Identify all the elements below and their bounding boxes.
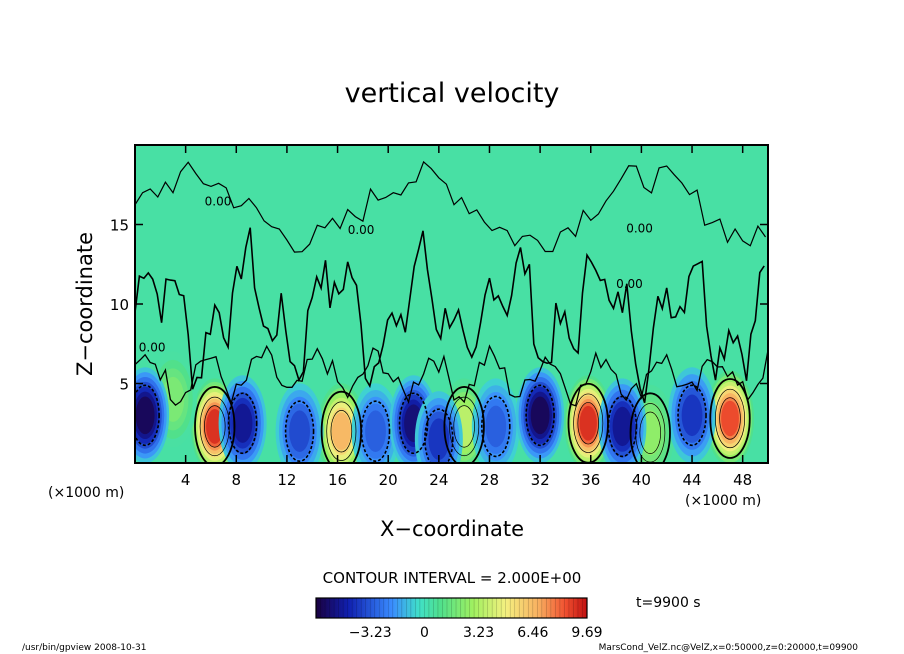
x-tick-label: 48 xyxy=(733,471,752,489)
y-axis-label: Z−coordinate xyxy=(73,232,97,376)
x-tick-label: 20 xyxy=(379,471,398,489)
contour-ellipse xyxy=(719,397,741,440)
field-level xyxy=(530,396,550,435)
contour-ellipse xyxy=(577,402,599,445)
field-level xyxy=(485,405,507,448)
colorbar-tick-label: 6.46 xyxy=(517,625,548,641)
x-tick-label: 16 xyxy=(328,471,347,489)
downdraft-cell xyxy=(471,378,520,463)
contour-zero-labels: 0.00 0.00 0.00 0.00 0.00 xyxy=(139,194,653,354)
field-level xyxy=(681,394,703,437)
field-level xyxy=(232,403,253,443)
zero-contour-line xyxy=(135,227,765,404)
downdraft-cell xyxy=(275,383,324,463)
x-unit-right: (×1000 m) xyxy=(685,493,761,509)
x-tick-label: 44 xyxy=(682,471,701,489)
footer-left: /usr/bin/gpview 2008-10-31 xyxy=(22,643,146,653)
colorbar-stripes xyxy=(320,598,583,618)
contour-ellipse xyxy=(573,393,604,453)
x-tick-label: 8 xyxy=(232,471,242,489)
contour-zero-label: 0.00 xyxy=(626,221,653,235)
y-tick-label: 5 xyxy=(119,376,129,394)
updraft-cell xyxy=(317,383,366,463)
velocity-field xyxy=(135,351,755,463)
x-axis: 4 8 12 16 20 24 28 32 36 40 44 48 xyxy=(181,145,752,489)
colorbar-tick-label: 0 xyxy=(420,625,429,641)
contour-interval-label: CONTOUR INTERVAL = 2.000E+00 xyxy=(323,569,582,587)
x-tick-label: 32 xyxy=(531,471,550,489)
field-level xyxy=(135,396,155,435)
contour-ellipse-negative xyxy=(360,400,391,463)
field-level xyxy=(289,410,310,453)
contour-ellipse xyxy=(204,405,226,448)
y-tick-label: 15 xyxy=(110,217,129,235)
x-tick-label: 28 xyxy=(480,471,499,489)
y-tick-label: 10 xyxy=(110,296,129,314)
contour-ellipse xyxy=(453,405,475,448)
contour-ellipse xyxy=(326,401,357,461)
contour-ellipse xyxy=(715,388,746,449)
downdraft-cell xyxy=(516,367,565,463)
contour-ellipse xyxy=(629,392,671,463)
contour-ellipse xyxy=(330,410,353,453)
downdraft-cell xyxy=(351,383,400,463)
contour-ellipse xyxy=(194,386,236,463)
contour-ellipse-negative xyxy=(677,384,707,447)
x-tick-label: 36 xyxy=(581,471,600,489)
colorbar-tick-label: 3.23 xyxy=(463,625,494,641)
contour-lines xyxy=(135,160,768,463)
downdraft-cell xyxy=(135,367,170,463)
chart-title: vertical velocity xyxy=(345,78,560,109)
contour-ellipse-negative xyxy=(227,392,258,455)
colorbar xyxy=(315,597,588,619)
field-level xyxy=(365,410,386,453)
contour-ellipse-negative xyxy=(525,384,555,447)
contour-ellipse xyxy=(443,386,485,463)
field-level xyxy=(579,405,597,441)
colorbar-ticks: −3.23 0 3.23 6.46 9.69 xyxy=(349,625,603,641)
x-axis-label: X−coordinate xyxy=(380,517,524,541)
low-contour-line xyxy=(135,344,768,407)
x-tick-label: 12 xyxy=(277,471,296,489)
footer-right: MarsCond_VelZ.nc@VelZ,x=0:50000,z=0:2000… xyxy=(599,643,859,653)
colorbar-tick-label: 9.69 xyxy=(571,625,602,641)
contour-ellipse xyxy=(449,396,480,457)
plot-area xyxy=(135,145,768,463)
contour-ellipse-negative xyxy=(424,408,454,463)
time-label: t=9900 s xyxy=(636,595,701,611)
y-axis: 5 10 15 xyxy=(110,217,768,394)
contour-ellipse-negative xyxy=(284,400,315,463)
contour-zero-label: 0.00 xyxy=(205,194,232,208)
field-level xyxy=(331,412,351,451)
contour-zero-label: 0.00 xyxy=(348,223,375,237)
contour-zero-label: 0.00 xyxy=(139,341,166,355)
x-unit-left: (×1000 m) xyxy=(48,485,124,501)
x-tick-label: 24 xyxy=(429,471,448,489)
colorbar-tick-label: −3.23 xyxy=(349,625,392,641)
field-level xyxy=(721,400,739,437)
field-level xyxy=(612,406,633,447)
contour-ellipse-negative xyxy=(481,395,511,458)
contour-ellipse xyxy=(639,411,662,454)
contour-ellipse-negative xyxy=(135,384,160,447)
contour-zero-label: 0.00 xyxy=(616,277,643,291)
contour-ellipse xyxy=(709,378,751,459)
x-tick-label: 4 xyxy=(181,471,191,489)
upper-contour-line xyxy=(135,160,766,253)
x-tick-label: 40 xyxy=(632,471,651,489)
